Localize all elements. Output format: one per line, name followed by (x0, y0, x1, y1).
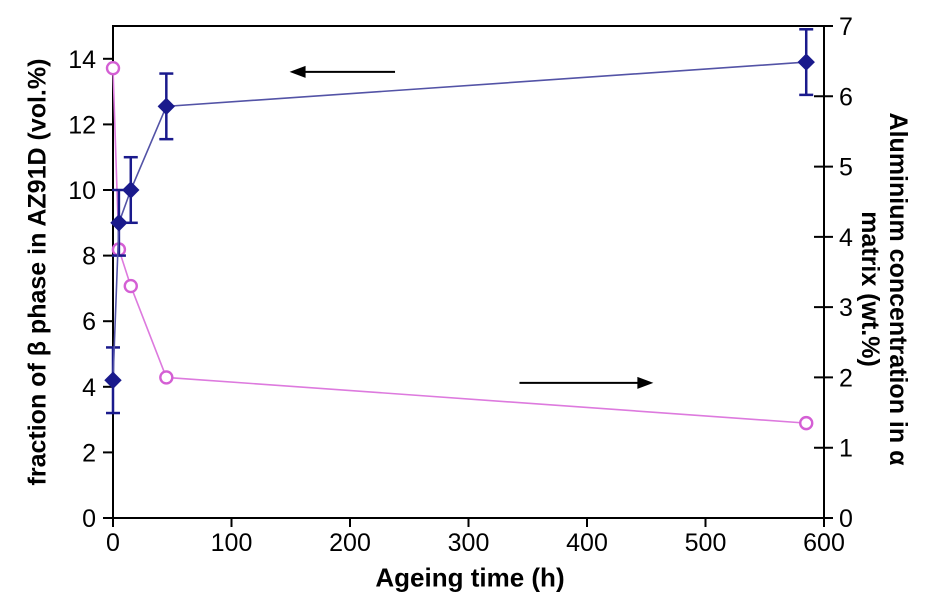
y-right-tick-label: 4 (839, 224, 853, 252)
y-left-tick-label: 6 (82, 308, 96, 336)
y-axis-right-title-line2: matrix (wt.%) (856, 211, 884, 367)
x-axis-ticks (112, 518, 825, 527)
x-tick-label: 100 (211, 529, 253, 557)
y-right-tick-label: 5 (839, 154, 853, 182)
diamond-marker (797, 53, 815, 71)
y-right-tick-label: 1 (839, 435, 853, 463)
diamond-marker (110, 214, 128, 232)
open-circle-marker (123, 278, 138, 294)
x-tick-label: 300 (448, 529, 490, 557)
x-axis-title: Ageing time (h) (375, 562, 565, 593)
y-right-tick-label: 2 (839, 364, 853, 392)
y-left-tick-label: 4 (82, 374, 96, 402)
plot-frame (112, 25, 825, 519)
arrow-annotation-left (289, 65, 396, 78)
y-right-tick-label: 6 (839, 83, 853, 111)
diamond-marker (122, 181, 140, 199)
x-tick-label: 400 (566, 529, 608, 557)
y-axis-right-title: Aluminium concentration in α matrix (wt.… (856, 113, 912, 466)
open-circle-marker (799, 415, 814, 431)
series-line (112, 68, 807, 424)
arrow-annotation-right (519, 376, 654, 389)
x-tick-label: 500 (685, 529, 727, 557)
x-tick-label: 200 (329, 529, 371, 557)
y-left-tick-label: 14 (68, 46, 96, 74)
y-left-tick-label: 10 (68, 177, 96, 205)
y-left-tick-label: 2 (82, 439, 96, 467)
y-left-tick-label: 0 (82, 505, 96, 533)
series-beta-phase-fraction (104, 28, 815, 415)
y-right-tick-label: 7 (839, 13, 853, 41)
y-right-tick-label: 0 (839, 505, 853, 533)
arrow-head (289, 65, 306, 78)
diamond-marker (104, 371, 122, 389)
diamond-marker (157, 97, 176, 116)
x-tick-label: 600 (803, 529, 845, 557)
open-circle-marker (105, 60, 121, 76)
y-left-ticks (103, 57, 113, 519)
y-left-tick-label: 12 (68, 111, 96, 139)
y-right-tick-label: 3 (839, 294, 853, 322)
y-axis-right-title-line1: Aluminium concentration in α (884, 112, 912, 466)
arrow-head (637, 376, 654, 389)
y-left-tick-label: 8 (82, 243, 96, 271)
series-al-concentration-in-alpha-matrix (105, 60, 814, 431)
series-line (112, 61, 807, 381)
y-right-ticks (814, 25, 833, 519)
x-tick-label: 0 (106, 529, 120, 557)
open-circle-marker (159, 370, 174, 385)
y-axis-left-title: fraction of β phase in AZ91D (vol.%) (23, 58, 52, 486)
